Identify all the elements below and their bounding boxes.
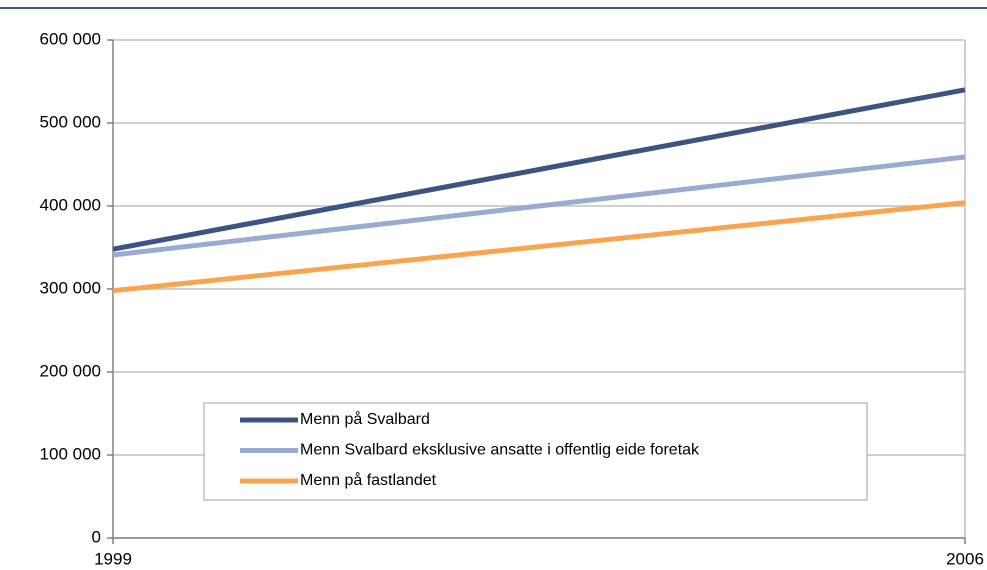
- y-tick-label: 300 000: [40, 278, 101, 297]
- y-tick-label: 500 000: [40, 112, 101, 131]
- x-tick-label: 1999: [94, 549, 132, 568]
- legend-label: Menn Svalbard eksklusive ansatte i offen…: [300, 442, 700, 459]
- y-tick-label: 600 000: [40, 29, 101, 48]
- y-tick-label: 400 000: [40, 195, 101, 214]
- legend: Menn på Svalbard Menn Svalbard eksklusive…: [203, 402, 868, 501]
- y-tick-label: 200 000: [40, 361, 101, 380]
- y-tick-label: 0: [92, 527, 101, 546]
- x-tick-label: 2006: [946, 549, 984, 568]
- series-line: [112, 87, 966, 252]
- series-line: [112, 200, 966, 294]
- legend-box: [203, 402, 868, 501]
- legend-label: Menn på Svalbard: [300, 410, 430, 428]
- y-tick-label: 100 000: [40, 444, 101, 463]
- legend-label: Menn på fastlandet: [300, 471, 437, 489]
- series-line: [112, 154, 966, 258]
